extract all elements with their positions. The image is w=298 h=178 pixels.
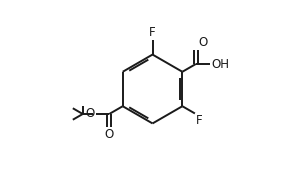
Text: O: O (105, 128, 114, 141)
Text: OH: OH (211, 57, 229, 70)
Text: F: F (149, 26, 156, 39)
Text: F: F (196, 114, 202, 127)
Text: O: O (198, 36, 208, 49)
Text: O: O (86, 107, 95, 120)
